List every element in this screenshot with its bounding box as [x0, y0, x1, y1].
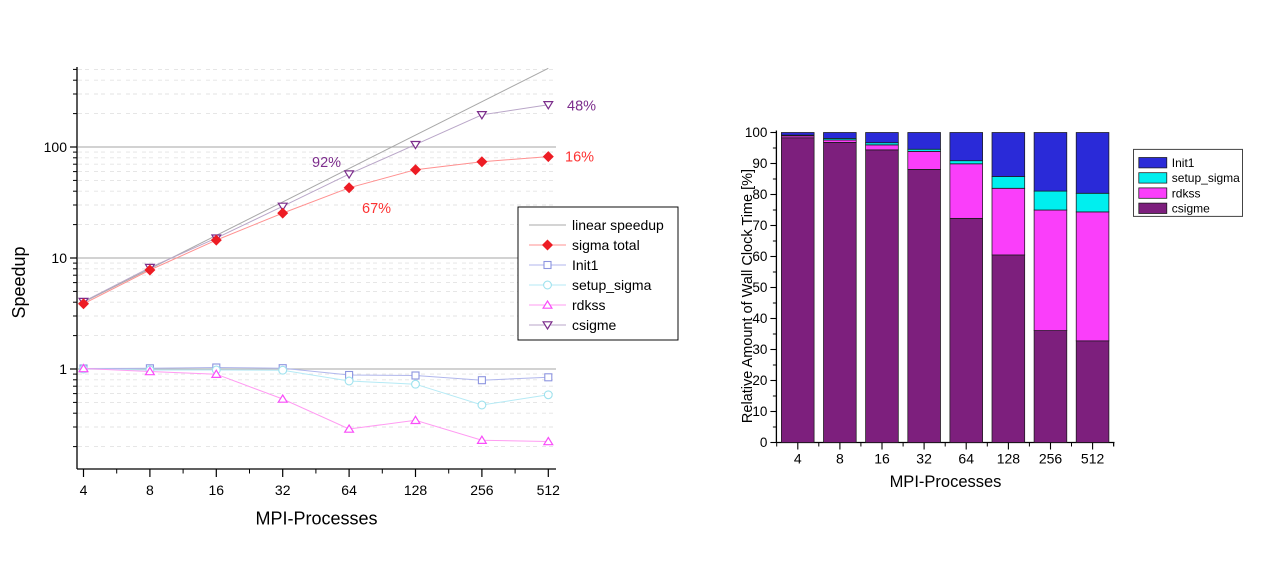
- svg-text:Init1: Init1: [572, 257, 599, 273]
- svg-text:csigme: csigme: [572, 317, 617, 333]
- svg-text:30: 30: [752, 342, 767, 357]
- svg-text:rdkss: rdkss: [572, 297, 605, 313]
- svg-text:8: 8: [146, 482, 154, 498]
- svg-text:10: 10: [752, 404, 767, 419]
- svg-text:70: 70: [752, 218, 767, 233]
- svg-text:512: 512: [537, 482, 561, 498]
- svg-text:16%: 16%: [565, 150, 594, 166]
- svg-text:40: 40: [752, 311, 767, 326]
- svg-text:64: 64: [341, 482, 357, 498]
- svg-text:4: 4: [794, 451, 802, 467]
- svg-text:32: 32: [275, 482, 291, 498]
- svg-text:Speedup: Speedup: [9, 246, 29, 318]
- svg-text:4: 4: [80, 482, 88, 498]
- svg-text:linear speedup: linear speedup: [572, 217, 664, 233]
- svg-text:csigme: csigme: [1172, 202, 1210, 216]
- svg-text:92%: 92%: [312, 155, 341, 171]
- svg-text:10: 10: [51, 250, 67, 266]
- svg-text:MPI-Processes: MPI-Processes: [255, 509, 377, 529]
- svg-text:100: 100: [44, 139, 68, 155]
- svg-text:128: 128: [997, 451, 1021, 467]
- svg-text:20: 20: [752, 373, 767, 388]
- svg-text:90: 90: [752, 156, 767, 171]
- svg-text:256: 256: [1039, 451, 1063, 467]
- svg-text:Relative Amount of Wall Clock: Relative Amount of Wall Clock Time [%]: [740, 169, 756, 423]
- svg-text:rdkss: rdkss: [1172, 186, 1201, 200]
- svg-text:512: 512: [1081, 451, 1105, 467]
- svg-text:67%: 67%: [362, 201, 391, 217]
- svg-text:48%: 48%: [567, 99, 596, 115]
- svg-text:0: 0: [760, 435, 768, 450]
- svg-text:sigma total: sigma total: [572, 237, 640, 253]
- svg-text:1: 1: [59, 361, 67, 377]
- svg-text:128: 128: [404, 482, 428, 498]
- svg-text:MPI-Processes: MPI-Processes: [890, 473, 1002, 491]
- svg-text:50: 50: [752, 280, 767, 295]
- svg-text:60: 60: [752, 249, 767, 264]
- svg-text:100: 100: [745, 125, 768, 140]
- svg-text:80: 80: [752, 187, 767, 202]
- svg-text:64: 64: [958, 451, 974, 467]
- svg-text:32: 32: [916, 451, 932, 467]
- svg-text:8: 8: [836, 451, 844, 467]
- svg-text:256: 256: [470, 482, 494, 498]
- svg-text:16: 16: [209, 482, 225, 498]
- svg-text:setup_sigma: setup_sigma: [1172, 171, 1240, 185]
- svg-text:setup_sigma: setup_sigma: [572, 277, 652, 293]
- svg-text:16: 16: [874, 451, 890, 467]
- svg-text:Init1: Init1: [1172, 156, 1195, 170]
